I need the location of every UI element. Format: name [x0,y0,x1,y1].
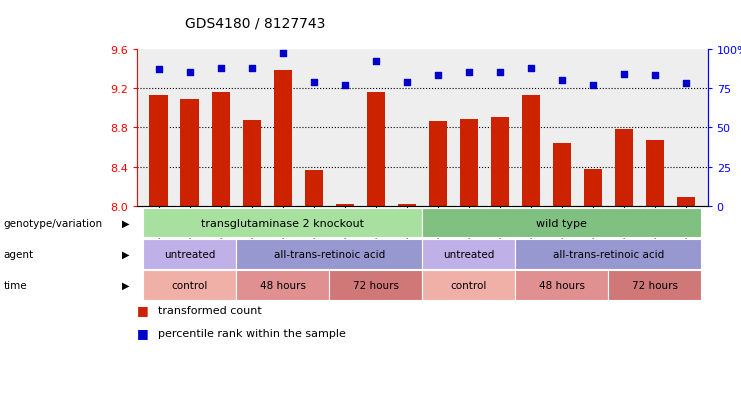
Text: all-trans-retinoic acid: all-trans-retinoic acid [553,249,664,259]
Point [587,82,599,89]
Point [215,65,227,72]
Text: agent: agent [4,249,34,259]
Point [494,70,506,76]
Bar [584,169,602,206]
Text: 48 hours: 48 hours [260,280,306,290]
Text: control: control [451,280,487,290]
Text: ▶: ▶ [122,280,130,290]
Text: 72 hours: 72 hours [353,280,399,290]
Text: transglutaminase 2 knockout: transglutaminase 2 knockout [202,218,365,228]
Bar [645,141,664,206]
Point [680,81,692,88]
Text: 48 hours: 48 hours [539,280,585,290]
Bar [273,71,292,206]
Point [525,65,536,72]
Text: control: control [172,280,208,290]
Text: ▶: ▶ [122,249,130,259]
Point [401,79,413,86]
Bar [336,204,354,206]
Bar [150,96,168,206]
Bar [428,122,447,206]
Point [370,59,382,65]
Bar [398,204,416,206]
Point [339,82,350,89]
Point [649,73,661,80]
Bar [211,93,230,206]
Bar [459,120,478,206]
Text: ▶: ▶ [122,218,130,228]
Text: percentile rank within the sample: percentile rank within the sample [158,328,346,338]
Bar [677,198,695,206]
Text: genotype/variation: genotype/variation [4,218,103,228]
Bar [305,170,323,206]
Text: untreated: untreated [164,249,216,259]
Point [153,66,165,73]
Point [308,79,320,86]
Point [463,70,475,76]
Point [184,70,196,76]
Text: wild type: wild type [536,218,588,228]
Bar [367,93,385,206]
Bar [491,117,509,206]
Point [618,71,630,78]
Bar [181,100,199,206]
Point [432,73,444,80]
Text: GDS4180 / 8127743: GDS4180 / 8127743 [185,17,325,31]
Point [277,51,289,57]
Text: 72 hours: 72 hours [632,280,678,290]
Text: time: time [4,280,27,290]
Text: transformed count: transformed count [158,305,262,315]
Point [246,65,258,72]
Bar [242,121,261,206]
Bar [522,96,540,206]
Text: ■: ■ [137,326,153,339]
Text: ■: ■ [137,304,153,317]
Point [556,78,568,84]
Text: untreated: untreated [443,249,494,259]
Text: all-trans-retinoic acid: all-trans-retinoic acid [273,249,385,259]
Bar [614,130,634,206]
Bar [553,144,571,206]
